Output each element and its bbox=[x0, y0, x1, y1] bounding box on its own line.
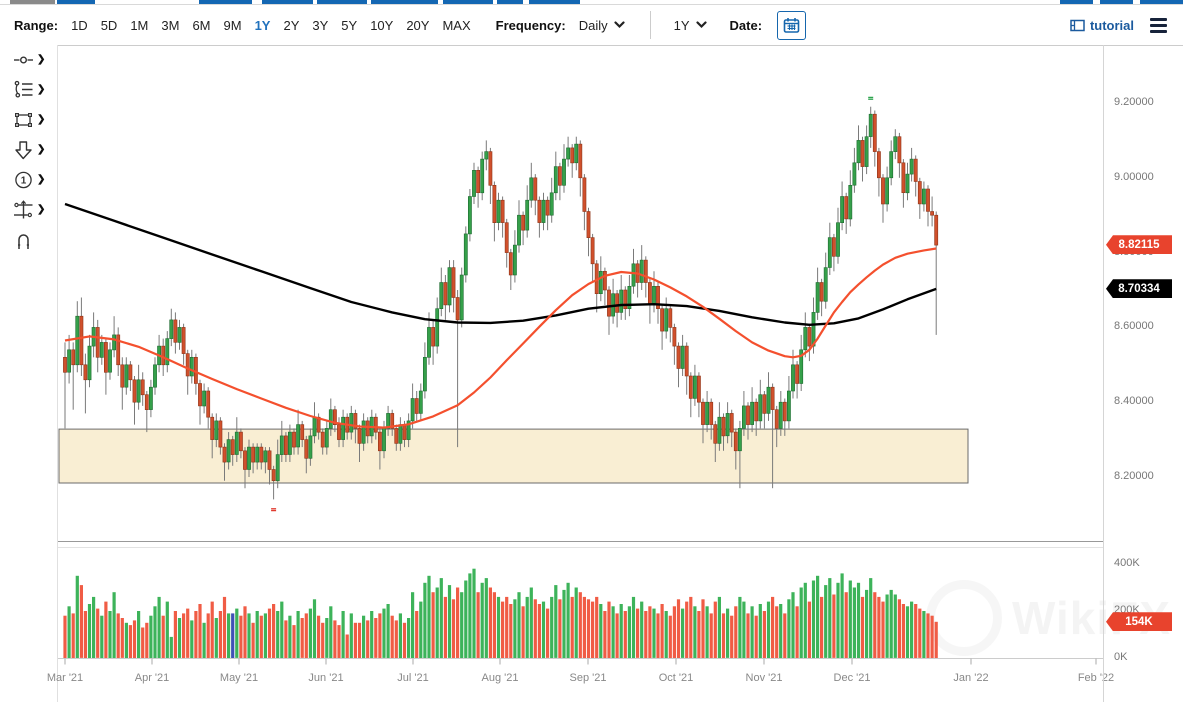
tutorial-link[interactable]: tutorial bbox=[1070, 18, 1134, 33]
x-axis-label: Apr '21 bbox=[134, 672, 170, 684]
price-tick-label: 9.20000 bbox=[1114, 96, 1154, 108]
range-button-1d[interactable]: 1D bbox=[71, 17, 88, 33]
compare-align-icon bbox=[14, 200, 33, 219]
trendline-tool[interactable]: ❯ bbox=[0, 45, 57, 75]
fibonacci-tool[interactable]: ❯ bbox=[0, 75, 57, 105]
fibonacci-icon bbox=[14, 80, 33, 98]
range-button-5y[interactable]: 5Y bbox=[341, 17, 358, 33]
chevron-right-icon[interactable]: ❯ bbox=[37, 174, 46, 185]
date-label: Date: bbox=[729, 17, 763, 33]
number-one-circle-icon: 1 bbox=[15, 171, 32, 189]
trendline-icon bbox=[14, 56, 33, 64]
calendar-icon bbox=[783, 17, 800, 33]
x-axis-label: Dec '21 bbox=[833, 672, 871, 684]
moving-average-badge: 8.70334 bbox=[1106, 279, 1172, 299]
range-button-6m[interactable]: 6M bbox=[192, 17, 211, 33]
date-picker-button[interactable] bbox=[777, 10, 807, 40]
frequency-label: Frequency: bbox=[495, 17, 566, 33]
price-axis: 9.200009.000008.800008.600008.400008.200… bbox=[1103, 45, 1183, 702]
range-button-1y[interactable]: 1Y bbox=[254, 17, 271, 33]
toolbar-divider bbox=[649, 11, 651, 39]
menu-hamburger-icon[interactable] bbox=[1148, 16, 1169, 35]
x-axis-label: Jul '21 bbox=[397, 672, 429, 684]
chevron-right-icon[interactable]: ❯ bbox=[37, 114, 46, 125]
clipped-ui-remnant bbox=[0, 0, 1183, 4]
chevron-right-icon[interactable]: ❯ bbox=[37, 144, 46, 155]
range-button-9m[interactable]: 9M bbox=[223, 17, 242, 33]
arrow-tool[interactable]: ❯ bbox=[0, 135, 57, 165]
range-button-20y[interactable]: 20Y bbox=[406, 17, 430, 33]
range-button-10y[interactable]: 10Y bbox=[370, 17, 394, 33]
range-buttons: 1D 5D 1M 3M 6M 9M 1Y 2Y 3Y 5Y 10Y 20Y MAX bbox=[71, 18, 471, 33]
range-button-1m[interactable]: 1M bbox=[130, 17, 149, 33]
range-button-2y[interactable]: 2Y bbox=[283, 17, 300, 33]
magnet-icon bbox=[18, 234, 29, 249]
range-button-3m[interactable]: 3M bbox=[161, 17, 180, 33]
chevron-right-icon[interactable]: ❯ bbox=[37, 84, 46, 95]
x-axis-label: Oct '21 bbox=[658, 672, 694, 684]
tutorial-video-icon bbox=[1070, 19, 1085, 31]
frequency-dropdown[interactable]: Daily bbox=[579, 18, 625, 33]
volume-tick-label: 0K bbox=[1114, 651, 1128, 663]
tutorial-label: tutorial bbox=[1089, 17, 1134, 33]
x-axis-label: Jun '21 bbox=[308, 672, 344, 684]
price-tick-label: 9.00000 bbox=[1114, 170, 1154, 183]
x-axis-label: May '21 bbox=[219, 672, 259, 684]
period-dropdown[interactable]: 1Y bbox=[674, 18, 707, 33]
range-label: Range: bbox=[14, 17, 59, 33]
x-axis-label: Aug '21 bbox=[481, 672, 519, 684]
price-tick-label: 8.20000 bbox=[1114, 470, 1154, 482]
frequency-value: Daily bbox=[578, 17, 608, 33]
magnet-tool[interactable] bbox=[0, 225, 57, 255]
chevron-right-icon[interactable]: ❯ bbox=[37, 204, 46, 215]
price-tick-label: 8.40000 bbox=[1114, 395, 1154, 408]
x-axis-label: Sep '21 bbox=[569, 672, 607, 684]
last-price-badge: 8.82115 bbox=[1106, 235, 1172, 255]
svg-text:1: 1 bbox=[21, 175, 27, 186]
x-axis-label: Nov '21 bbox=[745, 672, 783, 684]
range-button-3y[interactable]: 3Y bbox=[312, 17, 329, 33]
compare-tool[interactable]: ❯ bbox=[0, 195, 57, 225]
range-button-max[interactable]: MAX bbox=[442, 17, 471, 33]
volume-tick-label: 400K bbox=[1114, 557, 1140, 569]
rectangle-shape-icon bbox=[14, 112, 33, 128]
period-value: 1Y bbox=[673, 17, 690, 33]
chevron-down-icon bbox=[614, 21, 625, 29]
chevron-down-icon bbox=[695, 21, 707, 29]
drawing-tools-sidebar: ❯ ❯ ❯ bbox=[0, 45, 57, 702]
shapes-tool[interactable]: ❯ bbox=[0, 105, 57, 135]
chevron-right-icon[interactable]: ❯ bbox=[37, 54, 46, 65]
range-button-5d[interactable]: 5D bbox=[100, 17, 118, 33]
chart-toolbar: Range: 1D 5D 1M 3M 6M 9M 1Y 2Y 3Y 5Y 10Y 20Y MAX Fre… bbox=[0, 4, 1183, 46]
chart-canvas[interactable]: Mar '21 Apr '21 May '21 Jun '21 Jul '21 Aug '… bbox=[47, 45, 1114, 702]
annotation-number-tool[interactable]: 1 ❯ bbox=[0, 165, 57, 195]
arrow-down-icon bbox=[15, 141, 32, 160]
price-tick-label: 8.60000 bbox=[1114, 320, 1154, 333]
volume-badge: 154K bbox=[1106, 612, 1172, 632]
x-axis-label: Jan '22 bbox=[953, 672, 989, 684]
